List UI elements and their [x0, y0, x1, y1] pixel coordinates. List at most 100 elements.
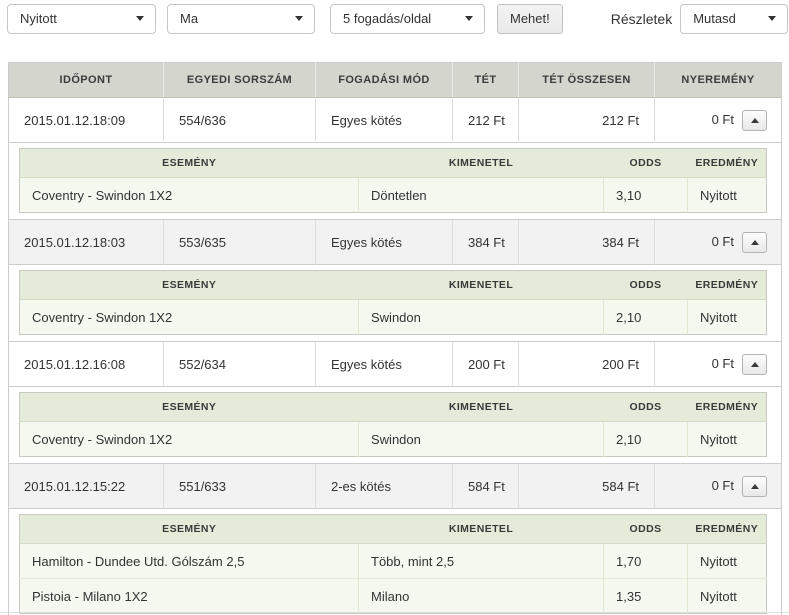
- status-filter-select[interactable]: Nyitott: [7, 3, 156, 34]
- leg-header-esemeny: ESEMÉNY: [19, 514, 359, 544]
- leg-event: Pistoia - Milano 1X2: [19, 578, 359, 614]
- bets-table: IDŐPONT EGYEDI SORSZÁM FOGADÁSI MÓD TÉT …: [8, 62, 782, 615]
- leg-row: Coventry - Swindon 1X2 Swindon 2,10 Nyit…: [19, 421, 767, 457]
- leg-event: Coventry - Swindon 1X2: [19, 421, 359, 457]
- details-label: Részletek: [610, 10, 673, 27]
- leg-outcome: Swindon: [358, 421, 604, 457]
- leg-outcome: Milano: [358, 578, 604, 614]
- bet-mode: Egyes kötés: [315, 341, 453, 387]
- bet-time: 2015.01.12.18:09: [8, 97, 164, 143]
- bet-winnings: 0 Ft: [711, 233, 734, 249]
- bet-detail-row: ESEMÉNY KIMENETEL ODDS EREDMÉNY Coventry…: [8, 142, 782, 220]
- bet-detail-row: ESEMÉNY KIMENETEL ODDS EREDMÉNY Coventry…: [8, 386, 782, 464]
- leg-header-eredmeny: EREDMÉNY: [687, 270, 767, 300]
- leg-result: Nyitott: [687, 177, 767, 213]
- leg-odds: 1,35: [603, 578, 688, 614]
- status-filter-value: Nyitott: [20, 11, 57, 26]
- bet-row: 2015.01.12.18:03 553/635 Egyes kötés 384…: [8, 219, 782, 265]
- collapse-button[interactable]: [742, 232, 767, 253]
- details-filter-select[interactable]: Mutasd: [680, 3, 789, 34]
- bet-serial: 552/634: [163, 341, 316, 387]
- bet-time: 2015.01.12.18:03: [8, 219, 164, 265]
- bottom-divider: [0, 612, 789, 613]
- bet-row: 2015.01.12.15:22 551/633 2-es kötés 584 …: [8, 463, 782, 509]
- leg-result: Nyitott: [687, 299, 767, 335]
- leg-header-kimenetel: KIMENETEL: [358, 148, 604, 178]
- column-header-fogadasi-mod: FOGADÁSI MÓD: [315, 62, 453, 98]
- bet-mode: Egyes kötés: [315, 219, 453, 265]
- bet-winnings: 0 Ft: [711, 355, 734, 371]
- leg-result: Nyitott: [687, 543, 767, 579]
- column-header-tet-osszesen: TÉT ÖSSZESEN: [518, 62, 655, 98]
- bet-stake-total: 200 Ft: [518, 341, 655, 387]
- leg-result: Nyitott: [687, 421, 767, 457]
- bet-legs-table: ESEMÉNY KIMENETEL ODDS EREDMÉNY Coventry…: [19, 148, 767, 213]
- leg-result: Nyitott: [687, 578, 767, 614]
- bet-row: 2015.01.12.16:08 552/634 Egyes kötés 200…: [8, 341, 782, 387]
- triangle-up-icon: [750, 362, 759, 367]
- bet-serial: 553/635: [163, 219, 316, 265]
- column-header-tet: TÉT: [452, 62, 519, 98]
- page-size-select[interactable]: 5 fogadás/oldal: [330, 3, 485, 34]
- leg-header-eredmeny: EREDMÉNY: [687, 514, 767, 544]
- page-size-value: 5 fogadás/oldal: [343, 11, 432, 26]
- bet-stake-total: 384 Ft: [518, 219, 655, 265]
- leg-header-eredmeny: EREDMÉNY: [687, 148, 767, 178]
- bet-row: 2015.01.12.18:09 554/636 Egyes kötés 212…: [8, 97, 782, 143]
- bet-mode: Egyes kötés: [315, 97, 453, 143]
- bet-serial: 551/633: [163, 463, 316, 509]
- leg-odds: 1,70: [603, 543, 688, 579]
- leg-row: Hamilton - Dundee Utd. Gólszám 2,5 Több,…: [19, 543, 767, 579]
- leg-odds: 2,10: [603, 299, 688, 335]
- leg-outcome: Több, mint 2,5: [358, 543, 604, 579]
- bet-time: 2015.01.12.15:22: [8, 463, 164, 509]
- bet-stake: 200 Ft: [452, 341, 519, 387]
- filters-toolbar: Nyitott Ma 5 fogadás/oldal Mehet! Részle…: [7, 3, 789, 34]
- bet-mode: 2-es kötés: [315, 463, 453, 509]
- bet-legs-table: ESEMÉNY KIMENETEL ODDS EREDMÉNY Hamilton…: [19, 514, 767, 614]
- collapse-button[interactable]: [742, 354, 767, 375]
- leg-row: Pistoia - Milano 1X2 Milano 1,35 Nyitott: [19, 578, 767, 614]
- leg-header-odds: ODDS: [603, 392, 688, 422]
- bet-serial: 554/636: [163, 97, 316, 143]
- triangle-up-icon: [750, 484, 759, 489]
- column-header-egyedi-sorszam: EGYEDI SORSZÁM: [163, 62, 316, 98]
- triangle-up-icon: [750, 118, 759, 123]
- leg-header-kimenetel: KIMENETEL: [358, 270, 604, 300]
- bet-detail-row: ESEMÉNY KIMENETEL ODDS EREDMÉNY Hamilton…: [8, 508, 782, 615]
- leg-header-esemeny: ESEMÉNY: [19, 148, 359, 178]
- leg-event: Coventry - Swindon 1X2: [19, 299, 359, 335]
- leg-row: Coventry - Swindon 1X2 Swindon 2,10 Nyit…: [19, 299, 767, 335]
- column-header-idopont: IDŐPONT: [8, 62, 164, 98]
- chevron-down-icon: [768, 16, 777, 21]
- bet-detail-row: ESEMÉNY KIMENETEL ODDS EREDMÉNY Coventry…: [8, 264, 782, 342]
- leg-odds: 2,10: [603, 421, 688, 457]
- leg-header-esemeny: ESEMÉNY: [19, 270, 359, 300]
- submit-button[interactable]: Mehet!: [497, 3, 563, 34]
- date-filter-value: Ma: [180, 11, 199, 26]
- leg-header-kimenetel: KIMENETEL: [358, 514, 604, 544]
- collapse-button[interactable]: [742, 110, 767, 131]
- date-filter-select[interactable]: Ma: [167, 3, 315, 34]
- bet-stake-total: 584 Ft: [518, 463, 655, 509]
- details-filter-value: Mutasd: [693, 11, 736, 26]
- bet-time: 2015.01.12.16:08: [8, 341, 164, 387]
- chevron-down-icon: [465, 16, 473, 21]
- leg-outcome: Döntetlen: [358, 177, 604, 213]
- collapse-button[interactable]: [742, 476, 767, 497]
- leg-header-kimenetel: KIMENETEL: [358, 392, 604, 422]
- bet-stake: 384 Ft: [452, 219, 519, 265]
- bet-legs-table: ESEMÉNY KIMENETEL ODDS EREDMÉNY Coventry…: [19, 392, 767, 457]
- leg-header-esemeny: ESEMÉNY: [19, 392, 359, 422]
- column-header-nyeremeny: NYEREMÉNY: [654, 62, 782, 98]
- bet-stake: 584 Ft: [452, 463, 519, 509]
- bet-legs-table: ESEMÉNY KIMENETEL ODDS EREDMÉNY Coventry…: [19, 270, 767, 335]
- chevron-down-icon: [136, 16, 144, 21]
- leg-event: Coventry - Swindon 1X2: [19, 177, 359, 213]
- chevron-down-icon: [295, 16, 303, 21]
- leg-header-eredmeny: EREDMÉNY: [687, 392, 767, 422]
- leg-header-odds: ODDS: [603, 148, 688, 178]
- leg-odds: 3,10: [603, 177, 688, 213]
- bets-table-header-row: IDŐPONT EGYEDI SORSZÁM FOGADÁSI MÓD TÉT …: [8, 62, 782, 98]
